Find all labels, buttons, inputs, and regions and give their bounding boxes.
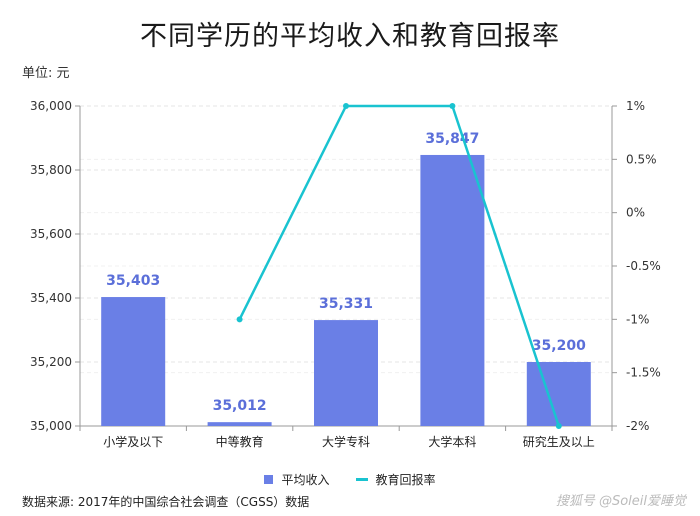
x-tick-label: 中等教育 bbox=[216, 434, 264, 449]
x-tick-label: 小学及以下 bbox=[103, 434, 163, 449]
y-left-tick-label: 35,200 bbox=[30, 355, 72, 369]
y-left-tick-label: 35,400 bbox=[30, 291, 72, 305]
watermark: 搜狐号 @Soleil爱睡觉 bbox=[555, 494, 686, 509]
unit-label: 单位: 元 bbox=[22, 66, 70, 81]
y-left-tick-label: 35,800 bbox=[30, 163, 72, 177]
y-right-tick-label: -0.5% bbox=[626, 259, 661, 273]
y-right-tick-label: -2% bbox=[626, 419, 649, 433]
bar-data-label: 35,331 bbox=[319, 296, 373, 312]
bar-data-label: 35,403 bbox=[106, 273, 160, 289]
y-right-tick-label: 0% bbox=[626, 206, 645, 220]
y-right-tick-label: 0.5% bbox=[626, 152, 657, 166]
bar-data-label: 35,847 bbox=[425, 131, 479, 147]
legend-bar-swatch bbox=[264, 475, 274, 484]
bar bbox=[420, 154, 485, 426]
line-point bbox=[343, 103, 349, 109]
bar bbox=[207, 422, 272, 426]
y-left-tick-label: 35,000 bbox=[30, 419, 72, 433]
line-series-return-rate bbox=[238, 104, 560, 427]
y-right-tick-label: -1.5% bbox=[626, 366, 661, 380]
y-left-tick-label: 36,000 bbox=[30, 99, 72, 113]
x-tick-label: 大学本科 bbox=[428, 434, 476, 449]
y-right-tick-label: -1% bbox=[626, 312, 649, 326]
legend-line-label: 教育回报率 bbox=[375, 473, 436, 487]
legend: 平均收入 教育回报率 bbox=[0, 471, 700, 488]
y-right-tick-label: 1% bbox=[626, 99, 645, 113]
legend-bar-label: 平均收入 bbox=[281, 473, 330, 487]
line-point bbox=[236, 316, 243, 323]
bar bbox=[101, 297, 166, 426]
line-point bbox=[555, 423, 562, 429]
x-tick-label: 研究生及以上 bbox=[523, 434, 595, 449]
bar-data-label: 35,200 bbox=[532, 338, 586, 354]
chart-title: 不同学历的平均收入和教育回报率 bbox=[140, 21, 560, 52]
combo-chart: 35,000 35,200 35,400 35,600 35,800 36,000 -2% -… bbox=[30, 99, 661, 449]
legend-item-bar[interactable]: 平均收入 bbox=[264, 471, 330, 488]
data-source-note: 数据来源: 2017年的中国综合社会调查（CGSS）数据 bbox=[22, 495, 310, 509]
x-tick-label: 大学专科 bbox=[322, 434, 370, 449]
legend-line-swatch bbox=[355, 478, 368, 481]
y-left-tick-label: 35,600 bbox=[30, 227, 72, 241]
bar bbox=[526, 362, 591, 426]
bar bbox=[314, 320, 378, 426]
bar-data-label: 35,012 bbox=[213, 398, 267, 414]
line-point bbox=[449, 103, 456, 109]
legend-item-line[interactable]: 教育回报率 bbox=[355, 471, 436, 488]
